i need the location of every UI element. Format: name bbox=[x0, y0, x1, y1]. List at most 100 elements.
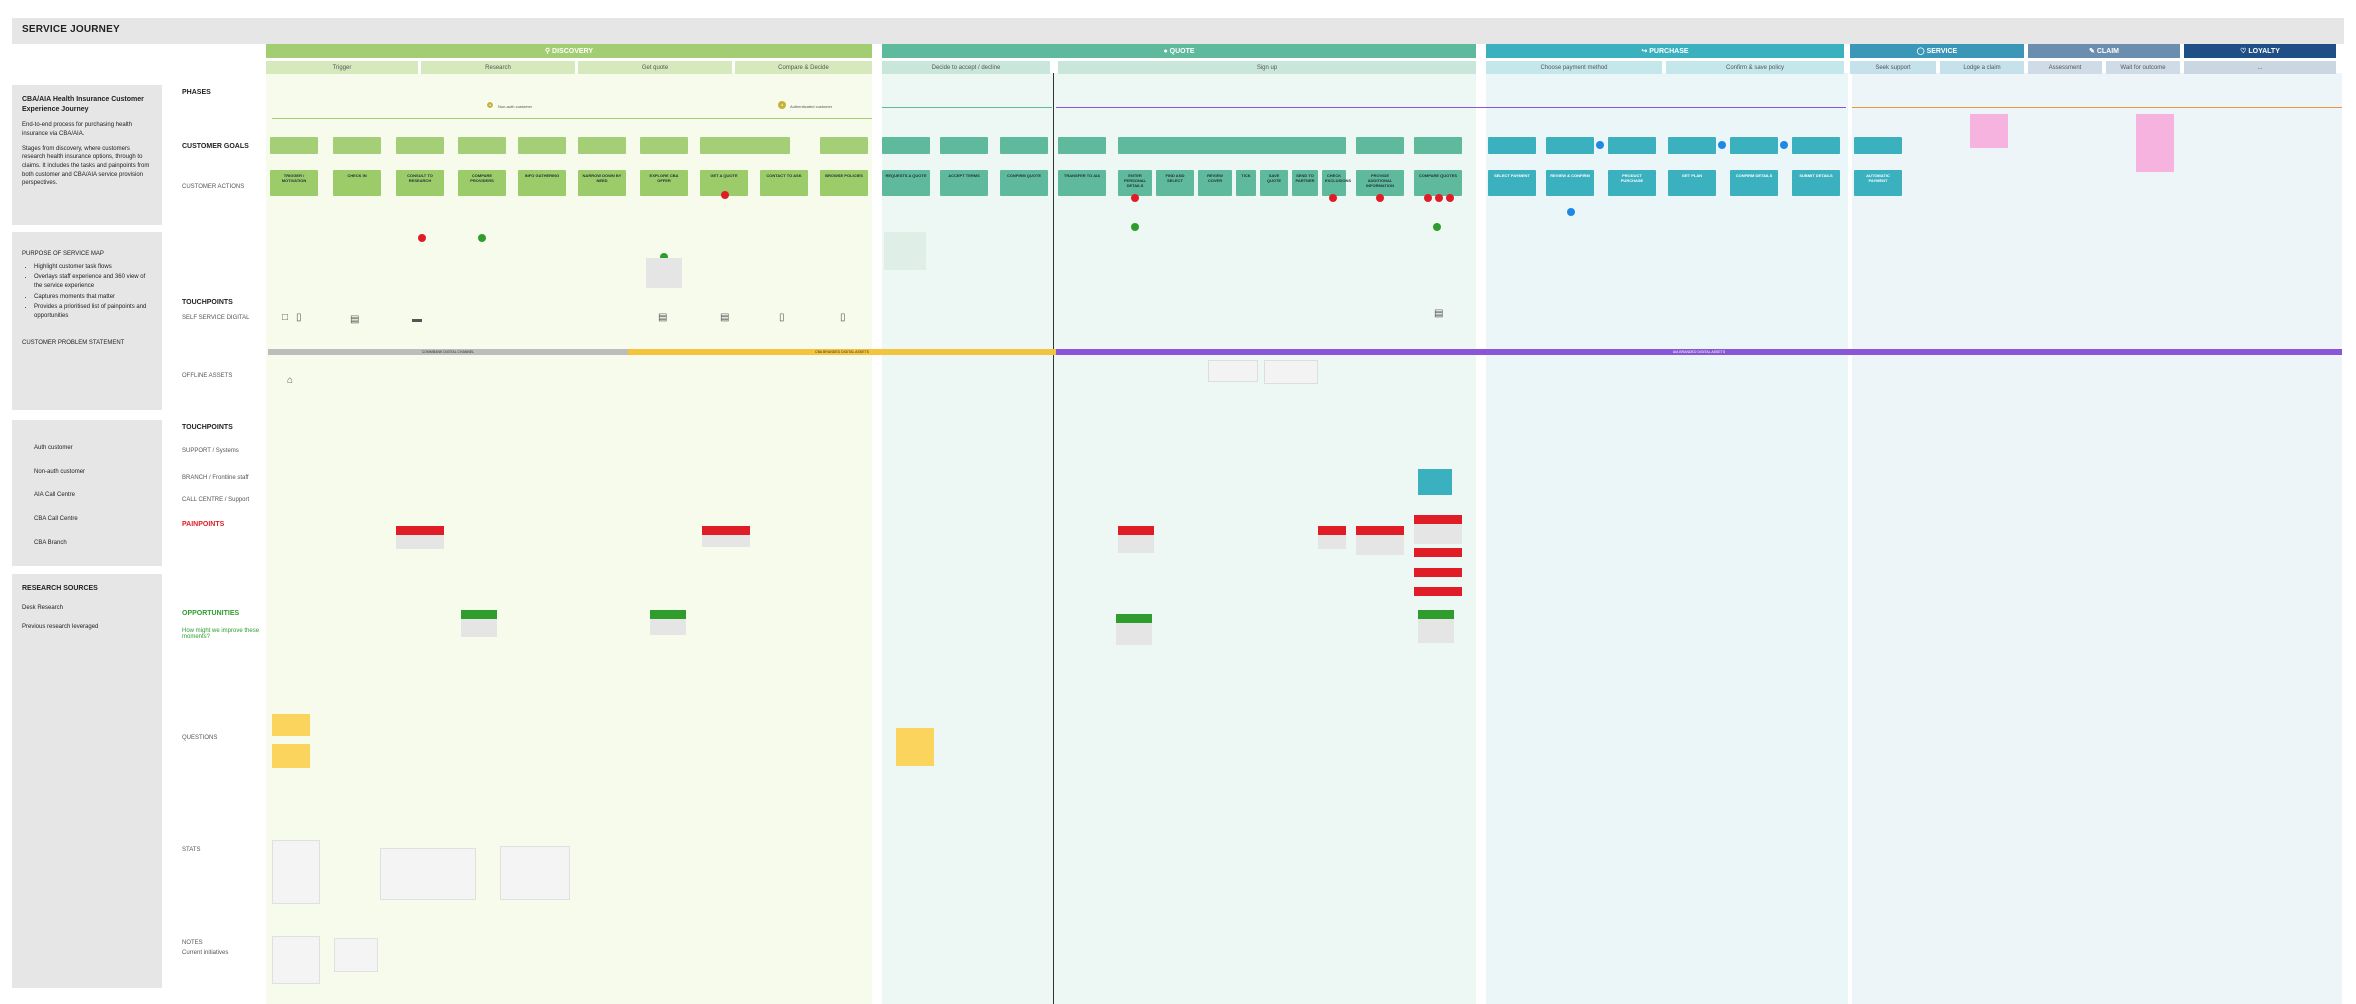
goal-card[interactable] bbox=[270, 137, 318, 154]
subphase-payment[interactable]: Choose payment method bbox=[1486, 61, 1662, 74]
opportunity-card[interactable] bbox=[1418, 610, 1454, 619]
goal-card[interactable] bbox=[940, 137, 988, 154]
question-sticky[interactable] bbox=[272, 714, 310, 736]
action-card[interactable]: INFO GATHERING bbox=[518, 170, 566, 196]
system-card[interactable] bbox=[1418, 469, 1452, 495]
goal-card[interactable] bbox=[518, 137, 566, 154]
goal-card[interactable] bbox=[1356, 137, 1404, 154]
subphase-seek-support[interactable]: Seek support bbox=[1850, 61, 1936, 74]
legend-item: AIA Call Centre bbox=[34, 492, 76, 499]
question-sticky[interactable] bbox=[272, 744, 310, 768]
painpoint-card[interactable] bbox=[1414, 548, 1462, 557]
subphase-research[interactable]: Research bbox=[421, 61, 575, 74]
opportunity-card[interactable] bbox=[1116, 614, 1152, 623]
action-card[interactable]: CHECK IN bbox=[333, 170, 381, 196]
painpoint-detail bbox=[1356, 535, 1404, 555]
purchase-band bbox=[1486, 73, 1848, 1004]
action-card[interactable]: COMPARE PROVIDERS bbox=[458, 170, 506, 196]
subphase-decide[interactable]: Decide to accept / decline bbox=[882, 61, 1050, 74]
goal-card[interactable] bbox=[1730, 137, 1778, 154]
intro-text-2: Stages from discovery, where customers r… bbox=[22, 145, 150, 187]
goal-card[interactable] bbox=[700, 137, 790, 154]
action-card[interactable]: ENTER PERSONAL DETAILS bbox=[1118, 170, 1152, 196]
subphase-loyalty[interactable]: ... bbox=[2184, 61, 2336, 74]
action-card[interactable]: REVIEW & CONFIRM bbox=[1546, 170, 1594, 196]
action-card[interactable]: CONFIRM DETAILS bbox=[1730, 170, 1778, 196]
note-sticky[interactable] bbox=[2136, 114, 2174, 172]
goal-card[interactable] bbox=[1058, 137, 1106, 154]
subphase-lodge-claim[interactable]: Lodge a claim bbox=[1940, 61, 2024, 74]
goal-card[interactable] bbox=[640, 137, 688, 154]
bank-icon: ⌂ bbox=[287, 375, 294, 386]
goal-card[interactable] bbox=[1854, 137, 1902, 154]
subphase-get-quote[interactable]: Get quote bbox=[578, 61, 732, 74]
action-card[interactable]: AUTOMATIC PAYMENT bbox=[1854, 170, 1902, 196]
goal-card[interactable] bbox=[1414, 137, 1462, 154]
stripe-aia-branded: AIA BRANDED DIGITAL ASSETS bbox=[1056, 349, 2342, 355]
action-card[interactable]: REVIEW COVER bbox=[1198, 170, 1232, 196]
action-card[interactable]: EXPLORE CBA OFFER bbox=[640, 170, 688, 196]
subphase-compare[interactable]: Compare & Decide bbox=[735, 61, 872, 74]
action-card[interactable]: NARROW DOWN BY NEED bbox=[578, 170, 626, 196]
painpoint-card[interactable] bbox=[1318, 526, 1346, 535]
action-card[interactable]: CONSULT TO RESEARCH bbox=[396, 170, 444, 196]
opportunity-card[interactable] bbox=[650, 610, 686, 619]
goal-card[interactable] bbox=[1546, 137, 1594, 154]
info-marker bbox=[1567, 208, 1575, 216]
phase-purchase[interactable]: ↪ PURCHASE bbox=[1486, 44, 1844, 58]
intro-text-1: End-to-end process for purchasing health… bbox=[22, 122, 133, 137]
goal-card[interactable] bbox=[1792, 137, 1840, 154]
action-card[interactable]: GET PLAN bbox=[1668, 170, 1716, 196]
action-card[interactable]: FIND AND SELECT bbox=[1156, 170, 1194, 196]
painpoint-card[interactable] bbox=[1414, 515, 1462, 524]
goal-card[interactable] bbox=[820, 137, 868, 154]
action-card[interactable]: CONTACT TO ASK bbox=[760, 170, 808, 196]
subphase-sign-up[interactable]: Sign up bbox=[1058, 61, 1476, 74]
painpoint-card[interactable] bbox=[1414, 587, 1462, 596]
goal-card[interactable] bbox=[882, 137, 930, 154]
painpoint-card[interactable] bbox=[1118, 526, 1154, 535]
action-card[interactable]: SEND TO PARTNER bbox=[1292, 170, 1318, 196]
subphase-wait[interactable]: Wait for outcome bbox=[2106, 61, 2180, 74]
painpoint-card[interactable] bbox=[1414, 568, 1462, 577]
subphase-confirm[interactable]: Confirm & save policy bbox=[1666, 61, 1844, 74]
action-card[interactable]: TRANSFER TO AIA bbox=[1058, 170, 1106, 196]
painpoint-card[interactable] bbox=[1356, 526, 1404, 535]
phase-service[interactable]: ◯ SERVICE bbox=[1850, 44, 2024, 58]
goal-card[interactable] bbox=[578, 137, 626, 154]
subphase-assessment[interactable]: Assessment bbox=[2028, 61, 2102, 74]
goal-card[interactable] bbox=[333, 137, 381, 154]
phase-discovery[interactable]: ⚲ DISCOVERY bbox=[266, 44, 872, 58]
goal-card[interactable] bbox=[1118, 137, 1346, 154]
question-sticky[interactable] bbox=[896, 728, 934, 766]
goal-card[interactable] bbox=[1488, 137, 1536, 154]
note-sticky[interactable] bbox=[1970, 114, 2008, 148]
action-card[interactable]: REQUESTS A QUOTE bbox=[882, 170, 930, 196]
goal-card[interactable] bbox=[1608, 137, 1656, 154]
painpoint-card[interactable] bbox=[702, 526, 750, 535]
phase-quote[interactable]: ● QUOTE bbox=[882, 44, 1476, 58]
goal-card[interactable] bbox=[1000, 137, 1048, 154]
opportunity-card[interactable] bbox=[461, 610, 497, 619]
action-card[interactable]: SAVE QUOTE bbox=[1260, 170, 1288, 196]
action-card[interactable]: BROWSE POLICIES bbox=[820, 170, 868, 196]
phase-loyalty[interactable]: ♡ LOYALTY bbox=[2184, 44, 2336, 58]
action-card[interactable]: TICK bbox=[1236, 170, 1256, 196]
action-card[interactable]: ACCEPT TERMS bbox=[940, 170, 988, 196]
phase-claim[interactable]: ✎ CLAIM bbox=[2028, 44, 2180, 58]
action-card[interactable]: CHECK EXCLUSIONS bbox=[1322, 170, 1351, 196]
action-card[interactable]: COMPARE QUOTES bbox=[1414, 170, 1462, 196]
action-card[interactable]: PROVIDE ADDITIONAL INFORMATION bbox=[1356, 170, 1404, 196]
action-card[interactable]: TRIGGER / MOTIVATION bbox=[270, 170, 318, 196]
action-card[interactable]: SELECT PAYMENT bbox=[1488, 170, 1536, 196]
info-marker bbox=[1596, 141, 1604, 149]
subphase-trigger[interactable]: Trigger bbox=[266, 61, 418, 74]
action-card[interactable]: PRODUCT PURCHASE bbox=[1608, 170, 1656, 196]
goal-card[interactable] bbox=[458, 137, 506, 154]
action-card[interactable]: SUBMIT DETAILS bbox=[1792, 170, 1840, 196]
goal-card[interactable] bbox=[1668, 137, 1716, 154]
opportunity-detail bbox=[1418, 619, 1454, 643]
action-card[interactable]: CONFIRM QUOTE bbox=[1000, 170, 1048, 196]
goal-card[interactable] bbox=[396, 137, 444, 154]
painpoint-card[interactable] bbox=[396, 526, 444, 535]
